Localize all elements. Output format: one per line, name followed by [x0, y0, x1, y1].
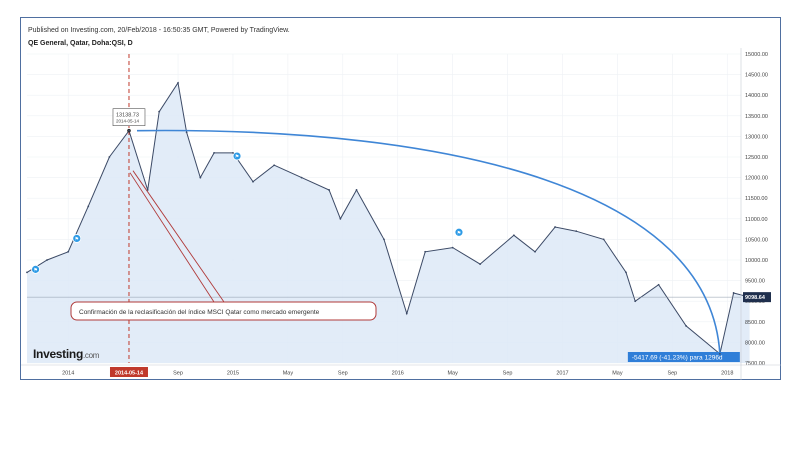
price-point: [748, 296, 751, 299]
x-tick-label: May: [447, 371, 458, 377]
price-point: [128, 129, 130, 132]
y-tick-label: 10500.00: [745, 237, 768, 243]
price-point: [185, 131, 188, 134]
measurement-label: -5417.69 (-41.23%) para 1296d: [627, 352, 740, 362]
symbol-title: QE General, Qatar, Doha:QSI, D: [28, 40, 133, 47]
x-axis: 2014 2014-05-14 Sep 2015 May Sep 2016 May Sep 201…: [21, 364, 781, 377]
price-point: [634, 300, 637, 303]
price-point: [512, 234, 515, 237]
event-marker-dot: [454, 227, 464, 237]
price-line: [26, 81, 750, 355]
published-text: Published on Investing.com, 20/Feb/2018 …: [28, 27, 290, 34]
price-point: [685, 325, 687, 327]
x-tick-label: May: [283, 371, 294, 377]
x-tick-label: 2015: [227, 371, 239, 377]
current-price-value: 9098.64: [745, 295, 766, 301]
price-point: [355, 189, 358, 191]
y-tick-label: 13500.00: [745, 114, 768, 120]
price-points: [26, 81, 751, 355]
price-point: [383, 238, 385, 241]
x-tick-label: Sep: [173, 371, 183, 377]
x-tick-label: 2016: [392, 371, 404, 377]
crosshair-value: 13138.73: [116, 113, 139, 119]
y-tick-label: 12000.00: [745, 176, 768, 182]
pointer-line-b: [132, 170, 225, 303]
y-tick-label: 9500.00: [745, 279, 765, 285]
price-point: [405, 312, 408, 315]
x-tick-label: May: [612, 371, 623, 377]
price-point: [252, 180, 254, 183]
event-marker-glyph: ⚑: [75, 236, 79, 242]
measurement-text: -5417.69 (-41.23%) para 1296d: [632, 355, 723, 362]
y-tick-label: 8000.00: [745, 340, 765, 346]
chart-frame: Published on Investing.com, 20/Feb/2018 …: [20, 17, 781, 380]
y-tick-label: 7500.00: [745, 361, 765, 367]
price-point: [232, 151, 234, 154]
event-marker-glyph: ⚑: [457, 230, 461, 236]
x-tick-label: 2017: [556, 371, 568, 377]
investing-logo: Investing.com: [33, 347, 100, 361]
price-point: [158, 110, 161, 113]
price-point: [718, 352, 721, 355]
current-price-tag: 9098.64: [743, 292, 771, 303]
y-tick-label: 15000.00: [745, 52, 768, 58]
price-point: [451, 246, 454, 249]
price-point: [177, 81, 179, 84]
annotation-text: Confirmación de la reclasificación del í…: [79, 309, 320, 316]
x-tick-label: Sep: [338, 371, 348, 377]
y-tick-label: 12500.00: [745, 155, 768, 161]
y-tick-label: 14500.00: [745, 73, 768, 79]
x-tick-label: 2018: [721, 371, 733, 377]
price-point: [339, 217, 342, 220]
price-point: [534, 250, 536, 253]
y-tick-label: 11000.00: [745, 217, 768, 223]
pointer-line-a: [129, 172, 215, 303]
event-marker-dot: [232, 151, 242, 161]
price-point: [46, 259, 48, 261]
price-point: [67, 250, 70, 253]
event-marker-glyph: ⚑: [33, 267, 37, 273]
price-point: [213, 151, 215, 154]
event-markers: ⚑ ⚑ ⚑ ⚑: [31, 151, 464, 274]
price-point: [199, 176, 202, 179]
y-tick-label: 14000.00: [745, 93, 768, 99]
measurement-arc: [136, 129, 721, 354]
logo-suffix: .com: [83, 351, 100, 360]
price-point: [87, 205, 90, 208]
price-point: [300, 176, 303, 179]
price-point: [657, 283, 660, 286]
price-point: [273, 164, 276, 167]
y-tick-label: 10000.00: [745, 258, 768, 264]
x-tick-label: Sep: [667, 371, 677, 377]
event-marker-dot: [31, 264, 40, 274]
price-point: [146, 189, 149, 191]
price-point: [108, 156, 111, 158]
price-point: [602, 238, 605, 241]
y-tick-label: 13000.00: [745, 134, 768, 140]
price-point: [732, 292, 735, 294]
price-point: [424, 250, 427, 253]
chart-canvas: Published on Investing.com, 20/Feb/2018 …: [21, 27, 781, 380]
price-point: [26, 271, 28, 274]
x-tick-label: Sep: [503, 371, 513, 377]
price-point: [479, 263, 482, 266]
crosshair-date: 2014-05-14: [116, 119, 140, 124]
svg-text:Investing.com: Investing.com: [33, 347, 100, 361]
event-marker-glyph: ⚑: [235, 154, 239, 160]
x-tick-label: 2014: [62, 371, 74, 377]
y-tick-label: 11500.00: [745, 196, 768, 202]
x-tick-label: 2014-05-14: [115, 371, 144, 377]
price-point: [554, 226, 556, 228]
logo-name: Investing: [33, 347, 83, 361]
price-point: [575, 230, 578, 233]
price-point: [625, 271, 627, 274]
event-marker-dot: [72, 234, 82, 243]
y-tick-label: 8500.00: [745, 320, 765, 326]
y-axis: 15000.00 14500.00 14000.00 13500.00 13000.00…: [740, 48, 768, 380]
annotation-callout: Confirmación de la reclasificación del í…: [70, 301, 377, 321]
crosshair-tooltip: 13138.73 2014-05-14: [112, 108, 146, 126]
price-point: [328, 189, 330, 191]
x-tick-highlight: [109, 367, 148, 377]
y-tick-label: 9000.00: [745, 299, 765, 305]
